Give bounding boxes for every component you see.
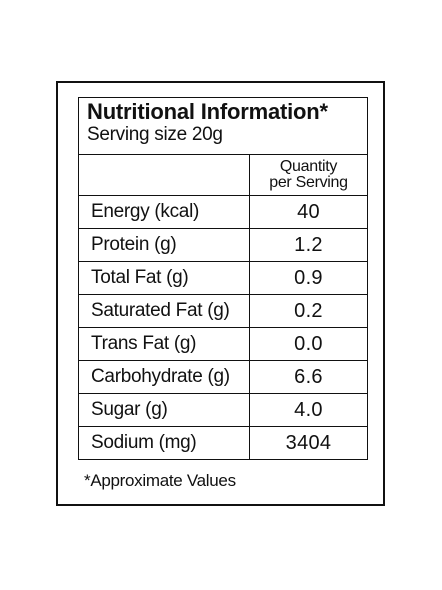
footnote: *Approximate Values	[84, 471, 236, 490]
table-row: Carbohydrate (g) 6.6	[78, 360, 369, 394]
nutrient-name: Sugar (g)	[78, 393, 250, 427]
nutrition-table: Nutritional Information* Serving size 20…	[77, 97, 369, 460]
table-row: Total Fat (g) 0.9	[78, 261, 369, 295]
nutrient-name: Sodium (mg)	[78, 426, 250, 460]
nutrient-value: 4.0	[248, 393, 369, 427]
table-row: Sugar (g) 4.0	[78, 393, 369, 427]
table-header-row: Nutritional Information* Serving size 20…	[77, 97, 369, 155]
nutrient-name: Energy (kcal)	[78, 195, 250, 229]
serving-size: Serving size 20g	[87, 124, 223, 145]
quantity-header-line2: per Serving	[269, 174, 348, 191]
nutrient-name: Saturated Fat (g)	[78, 294, 250, 328]
nutrient-value: 1.2	[248, 228, 369, 262]
nutrition-label: Nutritional Information* Serving size 20…	[56, 81, 385, 506]
nutrient-value: 6.6	[248, 360, 369, 394]
nutrient-value: 0.2	[248, 294, 369, 328]
quantity-column-header: Quantity per Serving	[248, 154, 369, 196]
nutrient-column-header	[78, 154, 250, 196]
nutrient-name: Total Fat (g)	[78, 261, 250, 295]
quantity-header-line1: Quantity	[279, 158, 338, 175]
nutrient-name: Trans Fat (g)	[78, 327, 250, 361]
table-row: Energy (kcal) 40	[78, 195, 369, 229]
table-row: Sodium (mg) 3404	[78, 426, 369, 460]
label-title: Nutritional Information*	[87, 99, 328, 124]
nutrient-value: 0.9	[248, 261, 369, 295]
nutrient-value: 0.0	[248, 327, 369, 361]
nutrient-value: 40	[248, 195, 369, 229]
table-row: Saturated Fat (g) 0.2	[78, 294, 369, 328]
table-row: Trans Fat (g) 0.0	[78, 327, 369, 361]
table-row: Protein (g) 1.2	[78, 228, 369, 262]
nutrient-value: 3404	[248, 426, 369, 460]
column-header-row: Quantity per Serving	[78, 154, 369, 196]
table-header: Nutritional Information* Serving size 20…	[77, 97, 369, 155]
nutrient-name: Carbohydrate (g)	[78, 360, 250, 394]
nutrient-name: Protein (g)	[78, 228, 250, 262]
